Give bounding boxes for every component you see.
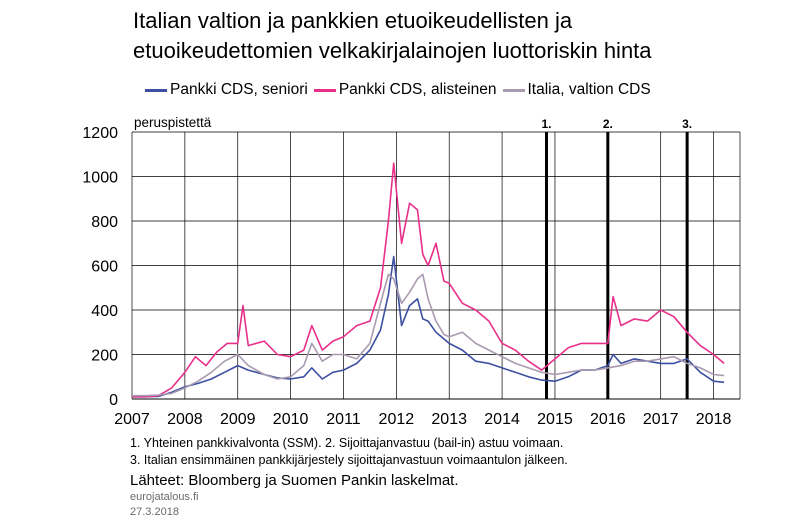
x-tick-label: 2008 [167,411,203,428]
x-tick-label: 2016 [590,411,626,428]
grid-layer [131,131,740,400]
chart-title: Italian valtion ja pankkien etuoikeudell… [133,6,793,66]
x-tick-label: 2011 [326,411,361,428]
x-tick-label: 2013 [431,411,467,428]
legend-swatch-senior [145,88,167,92]
x-tick-label: 2015 [537,411,573,428]
footnotes: 1. Yhteinen pankkivalvonta (SSM). 2. Sij… [130,435,568,469]
y-tick-label: 200 [91,348,118,365]
x-tick-label: 2009 [220,411,256,428]
series-layer [132,162,725,398]
legend-item-senior: Pankki CDS, seniori [145,81,308,99]
y-axis-unit-label: peruspistettä [134,115,212,130]
legend-label-subordinated: Pankki CDS, alisteinen [338,81,497,98]
axis-layer: 0 200 400 600 800 1000 1200 2007 2008 2009 2010 201… [82,125,741,428]
x-tick-label: 2010 [273,411,309,428]
series-line-1 [132,255,725,398]
series-line-2 [132,162,725,398]
x-tick-label: 2017 [643,411,679,428]
x-tick-label: 2018 [696,411,732,428]
chart-legend: Pankki CDS, seniori Pankki CDS, alistein… [145,78,657,102]
y-tick-label: 0 [109,392,118,409]
publication-date: 27.3.2018 [130,506,179,518]
sources-text: Lähteet: Bloomberg ja Suomen Pankin lask… [130,472,459,489]
y-tick-label: 400 [91,303,118,320]
x-tick-label: 2007 [114,411,150,428]
y-tick-label: 1000 [82,170,118,187]
chart-title-line-1: Italian valtion ja pankkien etuoikeudell… [133,8,573,33]
site-name: eurojatalous.fi [130,491,199,503]
y-tick-label: 600 [91,259,118,276]
footnote-line-1: 1. Yhteinen pankkivalvonta (SSM). 2. Sij… [130,436,564,450]
y-tick-label: 1200 [82,125,118,142]
y-tick-label: 800 [91,214,118,231]
event-label-2: 2. [603,117,613,131]
event-label-1: 1. [541,117,551,131]
x-tick-label: 2014 [484,411,520,428]
series-line-3 [132,273,725,397]
legend-swatch-subordinated [313,88,336,92]
legend-label-sovereign: Italia, valtion CDS [527,81,651,98]
legend-item-subordinated: Pankki CDS, alisteinen [313,81,497,99]
event-label-3: 3. [682,117,692,131]
line-chart: 1. 2. 3. 0 200 400 600 800 1000 1200 2007 2008 2009… [82,115,741,428]
legend-label-senior: Pankki CDS, seniori [170,81,308,98]
legend-item-sovereign: Italia, valtion CDS [502,81,651,99]
footnote-line-2: 3. Italian ensimmäinen pankkijärjestely … [130,453,568,467]
event-lines-layer: 1. 2. 3. [541,117,692,399]
chart-title-line-2: etuoikeudettomien velkakirjalainojen luo… [133,38,652,63]
legend-swatch-sovereign [502,88,525,92]
x-tick-label: 2012 [379,411,415,428]
